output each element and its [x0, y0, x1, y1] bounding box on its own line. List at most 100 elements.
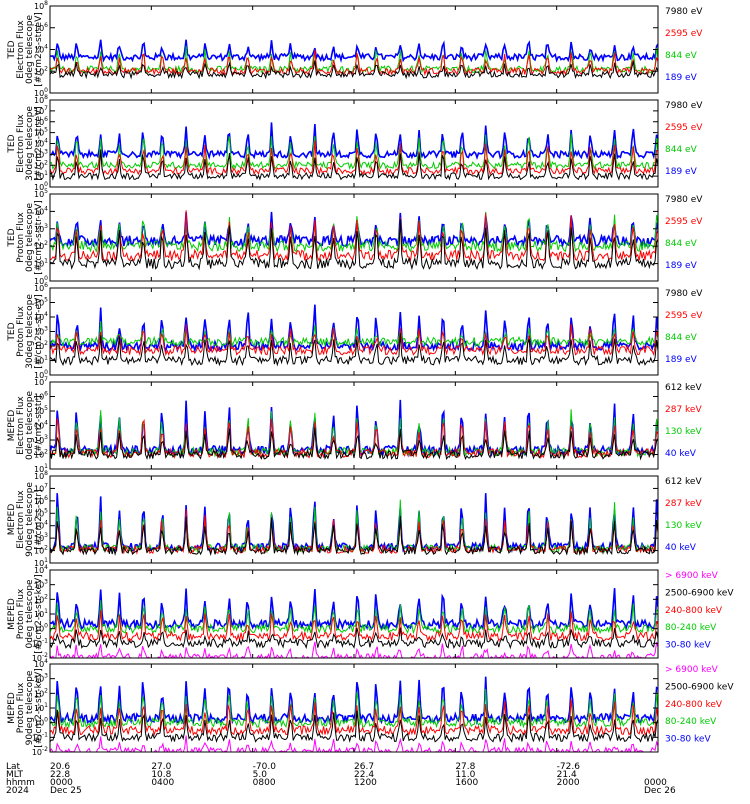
y-tick-exponent: 3 [44, 148, 48, 155]
panel-traces [50, 304, 658, 367]
y-axis-label-line: 0deg telescope [25, 15, 35, 85]
series-line-7980-ev [50, 60, 658, 80]
y-axis-label-line: Electron Flux [16, 490, 26, 549]
y-tick-base: 10 [34, 497, 44, 506]
y-tick-label: 100 [34, 87, 48, 98]
y-tick-base: 10 [34, 129, 44, 138]
y-tick-label: 105 [34, 297, 48, 308]
y-tick-exponent: 3 [44, 579, 48, 586]
x-axis-mlt-label: 22.4 [354, 770, 374, 780]
y-tick-base: 10 [34, 299, 44, 308]
panel-frame [49, 287, 659, 376]
y-axis-label-line: Electron Flux [16, 396, 26, 455]
y-tick-label: 104 [34, 520, 48, 531]
y-tick-exponent: 8 [44, 94, 48, 101]
series-line-189-ev [50, 39, 658, 64]
y-tick-label: 107 [34, 376, 48, 387]
y-tick-base: 10 [34, 610, 44, 619]
y-axis-label-line: [#/cm2-s-str-keV] [34, 574, 44, 653]
series-line-240-800-kev [50, 609, 658, 643]
legend-entry: 2595 eV [665, 217, 703, 227]
legend-entry: 7980 eV [665, 289, 703, 299]
legend-entry: 30-80 keV [665, 735, 711, 745]
y-tick-label: 104 [34, 205, 48, 216]
legend-entry: 240-800 keV [665, 700, 723, 710]
y-tick-base: 10 [34, 277, 44, 286]
y-tick-exponent: 3 [44, 223, 48, 230]
y-tick-label: 10-1 [32, 637, 48, 648]
panel-traces [50, 122, 658, 181]
y-tick-label: 101 [34, 355, 48, 366]
y-tick-label: 106 [34, 282, 48, 293]
series-line-2595-ev [50, 210, 658, 263]
y-axis-label-line: [#/cm2-s-str-keV] [34, 668, 44, 747]
y-tick-base: 10 [34, 625, 44, 634]
y-axis-label-line: [#/cm2-s-str-eV] [34, 200, 44, 275]
legend-entry: 189 eV [665, 73, 698, 83]
y-tick-exponent: 1 [44, 557, 48, 564]
legend-entry: 287 keV [665, 499, 702, 509]
y-tick-label: 106 [34, 22, 48, 33]
y-tick-exponent: 4 [44, 44, 48, 51]
y-tick-base: 10 [34, 547, 44, 556]
y-tick-base: 10 [34, 172, 44, 181]
y-tick-exponent: 4 [44, 138, 48, 145]
y-tick-base: 10 [34, 225, 44, 234]
y-tick-base: 10 [34, 46, 44, 55]
legend-entry: 2595 eV [665, 123, 703, 133]
y-axis-label-line: Electron Flux [16, 114, 26, 173]
y-tick-exponent: 3 [44, 326, 48, 333]
y-tick-base: 10 [34, 451, 44, 460]
y-tick-label: 100 [34, 275, 48, 286]
x-axis-time-label: 0000 [50, 778, 73, 788]
x-axis-mlt-label: 10.8 [151, 770, 171, 780]
y-tick-base: 10 [34, 660, 44, 669]
y-tick-base: 10 [34, 107, 44, 116]
y-axis-label-line: 30deg telescope [25, 106, 35, 181]
y-tick-base: 10 [34, 67, 44, 76]
legend-entry: 189 eV [665, 167, 698, 177]
y-tick-base: 10 [34, 422, 44, 431]
y-tick-exponent: 6 [44, 116, 48, 123]
legend-entry: 40 keV [665, 543, 697, 553]
series-line-844-ev [50, 211, 658, 253]
y-tick-exponent: 2 [44, 340, 48, 347]
y-tick-base: 10 [34, 393, 44, 402]
x-axis-time-label: 0000 [644, 778, 667, 788]
legend-entry: 30-80 keV [665, 641, 711, 651]
legend-entry: 130 keV [665, 427, 702, 437]
y-axis-label-line: 0deg telescope [25, 391, 35, 461]
y-tick-base: 10 [34, 595, 44, 604]
x-axis-mlt-label: 21.4 [557, 770, 577, 780]
x-axis-time-label: 2000 [557, 778, 580, 788]
y-axis-label-line: [#/cm2-s-str-eV] [34, 106, 44, 181]
y-tick-exponent: 4 [44, 658, 48, 665]
y-tick-base: 10 [34, 522, 44, 531]
y-tick-label: 108 [34, 470, 48, 481]
y-tick-exponent: -1 [42, 637, 48, 644]
y-tick-label: 103 [34, 326, 48, 337]
y-tick-label: 103 [34, 579, 48, 590]
y-tick-exponent: 1 [44, 608, 48, 615]
y-axis-label: TEDElectron Flux30deg telescope[#/cm2-s-… [7, 106, 44, 181]
x-axis-mlt-label: 5.0 [253, 770, 268, 780]
legend-entry: 2595 eV [665, 311, 703, 321]
y-axis-label-line: Proton Flux [16, 682, 26, 733]
y-axis-label-line: MEPED [7, 504, 17, 536]
y-tick-exponent: 4 [44, 420, 48, 427]
y-tick-exponent: 6 [44, 495, 48, 502]
y-axis-label-line: [#/cm2-s-str] [34, 489, 44, 549]
legend-entry: 40 keV [665, 449, 697, 459]
y-tick-label: 103 [34, 223, 48, 234]
series-line-240-800-kev [50, 698, 658, 737]
y-tick-base: 10 [34, 534, 44, 543]
y-tick-label: 104 [34, 564, 48, 575]
y-tick-base: 10 [32, 639, 42, 648]
y-axis-label: MEPEDElectron Flux90deg telescope[#/cm2-… [7, 482, 44, 557]
y-tick-label: 104 [34, 420, 48, 431]
x-axis-time-label: 1600 [455, 778, 478, 788]
y-tick-exponent: 5 [44, 507, 48, 514]
x-axis-time-label: 0400 [151, 778, 174, 788]
